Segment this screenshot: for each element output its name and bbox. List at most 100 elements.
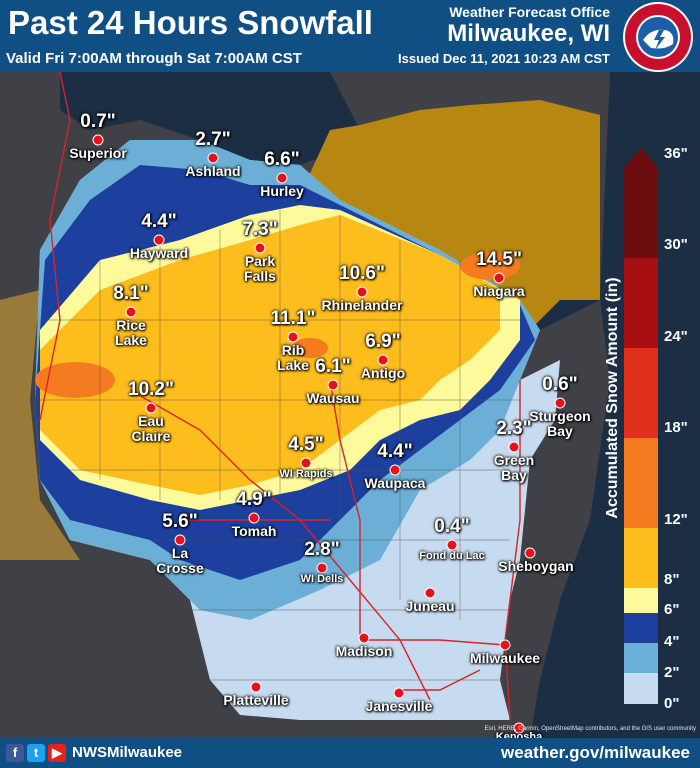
station-marker <box>287 331 299 343</box>
station-marker <box>356 286 368 298</box>
legend-tick-label: 18" <box>664 419 688 436</box>
twitter-icon[interactable]: t <box>27 744 45 762</box>
station-marker <box>174 534 186 546</box>
city-marker <box>393 687 405 699</box>
station-marker <box>254 242 266 254</box>
footer-banner: f t ▶ NWSMilwaukee weather.gov/milwaukee <box>0 738 700 768</box>
snow-amount-label: 4.4" <box>377 441 413 462</box>
snow-amount-label: 2.7" <box>195 129 231 150</box>
station-city-label: Rice Lake <box>115 317 147 348</box>
city-marker <box>250 681 262 693</box>
city-marker <box>499 639 511 651</box>
issued-time: Issued Dec 11, 2021 10:23 AM CST <box>398 51 610 66</box>
office-name: Weather Forecast Office <box>449 4 610 20</box>
station-marker <box>508 441 520 453</box>
station-marker <box>92 134 104 146</box>
station-city-label: Hayward <box>129 245 189 261</box>
station-marker <box>377 354 389 366</box>
snow-amount-label: 11.1" <box>270 308 316 329</box>
station-city-label: Superior <box>69 145 127 161</box>
station-city-label: La Crosse <box>156 545 204 576</box>
snowfall-map <box>0 72 700 738</box>
snow-amount-label: 5.6" <box>162 511 198 532</box>
snow-amount-label: 4.5" <box>288 434 324 455</box>
station-marker <box>153 234 165 246</box>
station-city-label: Eau Claire <box>131 413 171 444</box>
snow-amount-label: 7.3" <box>242 219 278 240</box>
city-label: Juneau <box>405 598 455 614</box>
station-city-label: WI Rapids <box>279 468 333 480</box>
city-label: Sheboygan <box>498 558 574 574</box>
social-handle[interactable]: NWSMilwaukee <box>72 744 183 761</box>
city-marker <box>424 587 436 599</box>
station-marker <box>125 306 137 318</box>
legend-tick-label: 30" <box>664 236 688 253</box>
snow-amount-label: 10.2" <box>128 379 174 400</box>
snow-amount-label: 8.1" <box>113 283 149 304</box>
station-marker <box>446 539 458 551</box>
city-label: Janesville <box>365 698 433 714</box>
city-marker <box>524 547 536 559</box>
station-city-label: Park Falls <box>244 253 276 284</box>
station-marker <box>327 379 339 391</box>
legend-tick-label: 2" <box>664 664 680 681</box>
station-marker <box>554 397 566 409</box>
station-marker <box>145 402 157 414</box>
station-marker <box>276 172 288 184</box>
website-link[interactable]: weather.gov/milwaukee <box>501 743 690 762</box>
station-marker <box>300 457 312 469</box>
legend-tick-label: 36" <box>664 145 688 162</box>
legend-tick-label: 6" <box>664 601 680 618</box>
station-marker <box>207 152 219 164</box>
nws-logo-icon <box>623 2 693 72</box>
snow-amount-label: 6.9" <box>365 331 401 352</box>
station-city-label: Antigo <box>360 365 406 381</box>
snow-amount-label: 0.7" <box>80 111 116 132</box>
snow-amount-label: 10.6" <box>339 263 385 284</box>
legend-title: Accumulated Snow Amount (in) <box>604 277 621 519</box>
snow-amount-label: 14.5" <box>476 249 522 270</box>
snow-amount-label: 4.4" <box>141 211 177 232</box>
snow-amount-label: 0.4" <box>434 516 470 537</box>
city-label: Milwaukee <box>469 650 541 666</box>
station-marker <box>316 562 328 574</box>
station-city-label: WI Dells <box>300 573 344 585</box>
legend-tick-label: 24" <box>664 328 688 345</box>
snow-amount-label: 6.6" <box>264 149 300 170</box>
snow-amount-label: 4.9" <box>236 489 272 510</box>
legend-tick-label: 12" <box>664 511 688 528</box>
station-city-label: Wausau <box>306 390 360 406</box>
station-city-label: Sturgeon Bay <box>529 408 591 439</box>
facebook-icon[interactable]: f <box>6 744 24 762</box>
legend-tick-label: 0" <box>664 695 680 712</box>
social-icons: f t ▶ <box>6 744 66 762</box>
youtube-icon[interactable]: ▶ <box>48 744 66 762</box>
city-label: Madison <box>335 643 393 659</box>
map-title: Past 24 Hours Snowfall <box>8 4 373 41</box>
city-label: Kenosha <box>495 731 543 743</box>
legend-tick-label: 8" <box>664 571 680 588</box>
city-marker <box>513 722 525 734</box>
city-marker <box>358 632 370 644</box>
station-city-label: Waupaca <box>364 475 426 491</box>
legend-tick-label: 4" <box>664 633 680 650</box>
valid-period: Valid Fri 7:00AM through Sat 7:00AM CST <box>6 50 302 67</box>
city-label: Platteville <box>223 692 289 708</box>
snow-amount-label: 0.6" <box>542 374 578 395</box>
map-credit: Esri, HERE, Garmin, OpenStreetMap contri… <box>484 726 696 732</box>
legend-colorbar <box>624 148 658 704</box>
station-city-label: Tomah <box>231 523 277 539</box>
station-city-label: Green Bay <box>493 452 535 483</box>
snow-amount-label: 6.1" <box>315 356 351 377</box>
station-city-label: Niagara <box>473 283 525 299</box>
station-city-label: Fond du Lac <box>419 550 485 562</box>
station-city-label: Ashland <box>185 163 241 179</box>
station-city-label: Rhinelander <box>321 297 403 313</box>
office-city: Milwaukee, WI <box>447 20 610 47</box>
station-marker <box>389 464 401 476</box>
station-city-label: Rib Lake <box>277 342 309 373</box>
station-marker <box>248 512 260 524</box>
station-city-label: Hurley <box>260 183 304 199</box>
snow-amount-label: 2.3" <box>496 418 532 439</box>
